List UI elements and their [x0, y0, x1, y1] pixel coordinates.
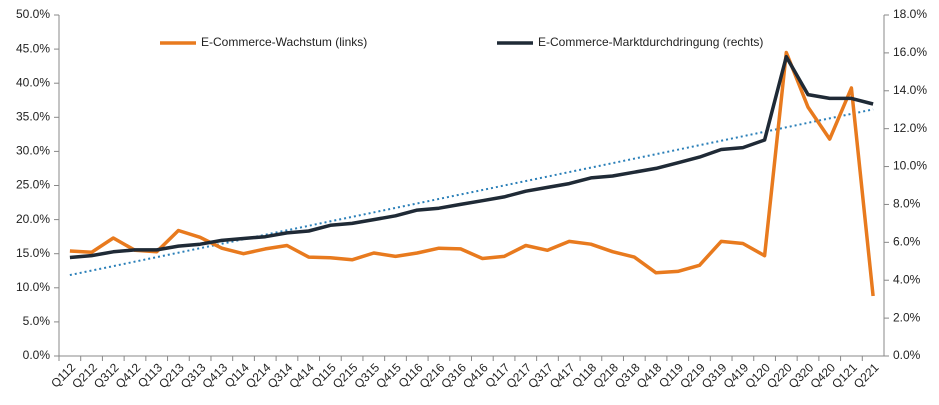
y2-tick-label: 14.0% [893, 83, 927, 97]
series-line [69, 50, 875, 297]
x-tick-label: Q221 [851, 360, 882, 391]
y-tick-label: 5.0% [23, 314, 51, 328]
y2-tick-label: 6.0% [893, 235, 921, 249]
legend-label: E-Commerce-Wachstum (links) [201, 35, 367, 49]
y-tick-label: 20.0% [16, 212, 50, 226]
y-tick-label: 40.0% [16, 75, 50, 89]
trendline [69, 108, 874, 277]
y-tick-label: 25.0% [16, 178, 50, 192]
y-tick-label: 10.0% [16, 280, 50, 294]
y2-tick-label: 10.0% [893, 159, 927, 173]
y2-tick-label: 4.0% [893, 272, 921, 286]
y2-tick-label: 18.0% [893, 7, 927, 21]
y-tick-label: 0.0% [23, 348, 51, 362]
y-tick-label: 45.0% [16, 41, 50, 55]
y2-tick-label: 2.0% [893, 310, 921, 324]
y-tick-label: 15.0% [16, 246, 50, 260]
y-tick-label: 30.0% [16, 144, 50, 158]
y-tick-label: 35.0% [16, 109, 50, 123]
y2-tick-label: 8.0% [893, 197, 921, 211]
y2-tick-label: 12.0% [893, 121, 927, 135]
y-tick-label: 50.0% [16, 7, 50, 21]
y2-tick-label: 16.0% [893, 45, 927, 59]
series-line [69, 54, 874, 260]
y2-tick-label: 0.0% [893, 348, 921, 362]
legend-label: E-Commerce-Marktdurchdringung (rechts) [538, 35, 763, 49]
